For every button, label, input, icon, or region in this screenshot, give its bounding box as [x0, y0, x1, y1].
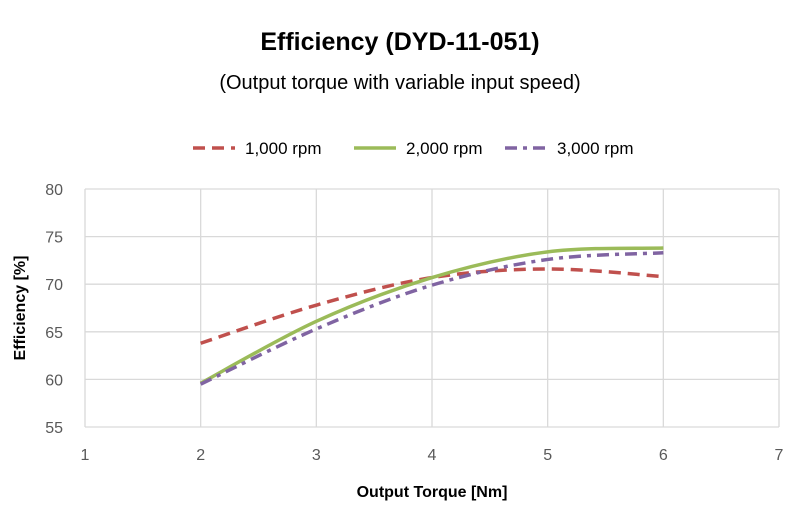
y-tick-label: 60 [45, 372, 63, 389]
y-tick-label: 55 [45, 420, 63, 437]
legend-label: 2,000 rpm [406, 139, 483, 158]
x-tick-label: 2 [196, 447, 205, 464]
x-tick-label: 7 [775, 447, 784, 464]
x-axis-label: Output Torque [Nm] [357, 484, 508, 501]
y-tick-label: 75 [45, 230, 63, 247]
x-tick-label: 4 [428, 447, 437, 464]
series-line-1 [199, 246, 664, 385]
x-tick-label: 3 [312, 447, 321, 464]
legend-label: 1,000 rpm [245, 139, 322, 158]
x-tick-label: 5 [543, 447, 552, 464]
y-axis-label: Efficiency [%] [12, 256, 29, 361]
legend-label: 3,000 rpm [557, 139, 634, 158]
chart-title: Efficiency (DYD-11-051) [260, 28, 540, 56]
y-tick-label: 65 [45, 325, 63, 342]
x-tick-label: 6 [659, 447, 668, 464]
y-tick-label: 70 [45, 277, 63, 294]
x-tick-label: 1 [81, 447, 90, 464]
chart-subtitle: (Output torque with variable input speed… [219, 72, 581, 94]
y-tick-label: 80 [45, 182, 63, 199]
